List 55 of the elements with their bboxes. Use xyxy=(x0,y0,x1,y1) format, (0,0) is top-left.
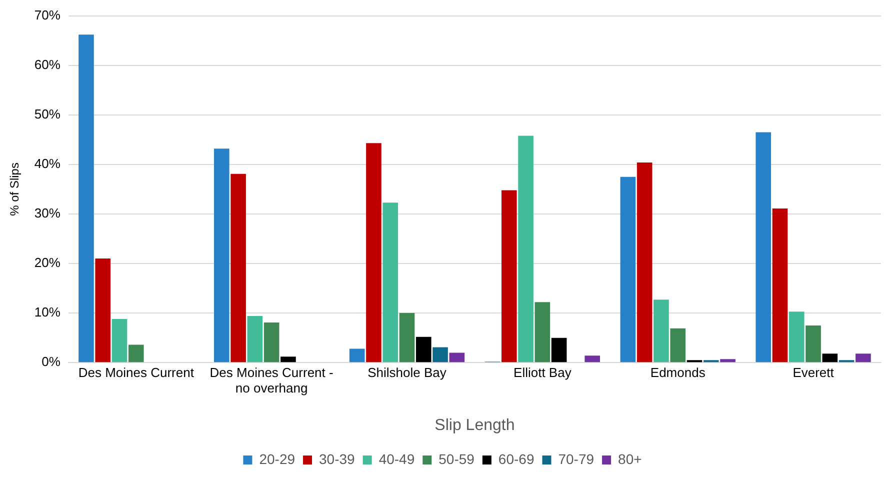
bar xyxy=(230,174,246,362)
bar xyxy=(95,258,111,362)
bar xyxy=(772,208,788,362)
bar xyxy=(788,312,804,362)
bar xyxy=(449,352,465,362)
x-tick-label: Elliott Bay xyxy=(514,364,572,380)
bar xyxy=(584,356,600,362)
bar xyxy=(432,347,448,362)
x-tick-label: Des Moines Current xyxy=(78,364,194,380)
y-tick-label: 30% xyxy=(34,206,61,221)
y-tick-label: 0% xyxy=(42,354,61,370)
bar xyxy=(806,325,821,362)
bar xyxy=(214,148,230,362)
y-tick-label: 20% xyxy=(34,255,61,270)
bar xyxy=(112,319,128,362)
x-tick-label: Edmonds xyxy=(650,364,706,380)
bar xyxy=(501,190,517,362)
bar xyxy=(518,136,534,362)
bar xyxy=(720,359,736,362)
bar xyxy=(78,34,94,362)
x-axis-title: Slip Length xyxy=(434,416,515,434)
bar xyxy=(620,176,636,362)
bar xyxy=(247,316,263,362)
bar xyxy=(534,302,550,362)
bar xyxy=(128,344,144,362)
y-tick-label: 70% xyxy=(34,7,61,22)
bar xyxy=(399,313,415,362)
bar xyxy=(366,143,382,362)
bar xyxy=(551,338,567,362)
bar xyxy=(264,322,280,362)
bar xyxy=(280,356,296,362)
y-tick-label: 60% xyxy=(34,56,61,72)
bar xyxy=(349,348,365,362)
bar xyxy=(822,354,838,362)
bar xyxy=(670,328,686,362)
bar xyxy=(756,132,772,362)
legend-label: 20-29 xyxy=(259,450,296,467)
legend-label: 30-39 xyxy=(319,450,356,467)
y-tick-label: 40% xyxy=(34,156,61,172)
y-tick-label: 10% xyxy=(34,304,61,320)
bar xyxy=(636,162,652,362)
x-tick-label: Everett xyxy=(792,364,834,380)
legend-label: 80+ xyxy=(618,450,642,467)
y-tick-label: 50% xyxy=(34,106,61,122)
x-tick-label: Shilshole Bay xyxy=(368,364,447,380)
x-tick-label: Des Moines Current - no overhang xyxy=(210,364,334,396)
legend-label: 50-59 xyxy=(438,450,475,467)
bar xyxy=(654,300,669,362)
legend-label: 40-49 xyxy=(378,450,415,467)
bar xyxy=(856,354,871,362)
y-axis-title: % of Slips xyxy=(8,162,22,216)
legend-label: 60-69 xyxy=(498,450,534,467)
legend-label: 70-79 xyxy=(558,450,594,467)
bar xyxy=(416,336,432,362)
bar xyxy=(382,202,398,362)
